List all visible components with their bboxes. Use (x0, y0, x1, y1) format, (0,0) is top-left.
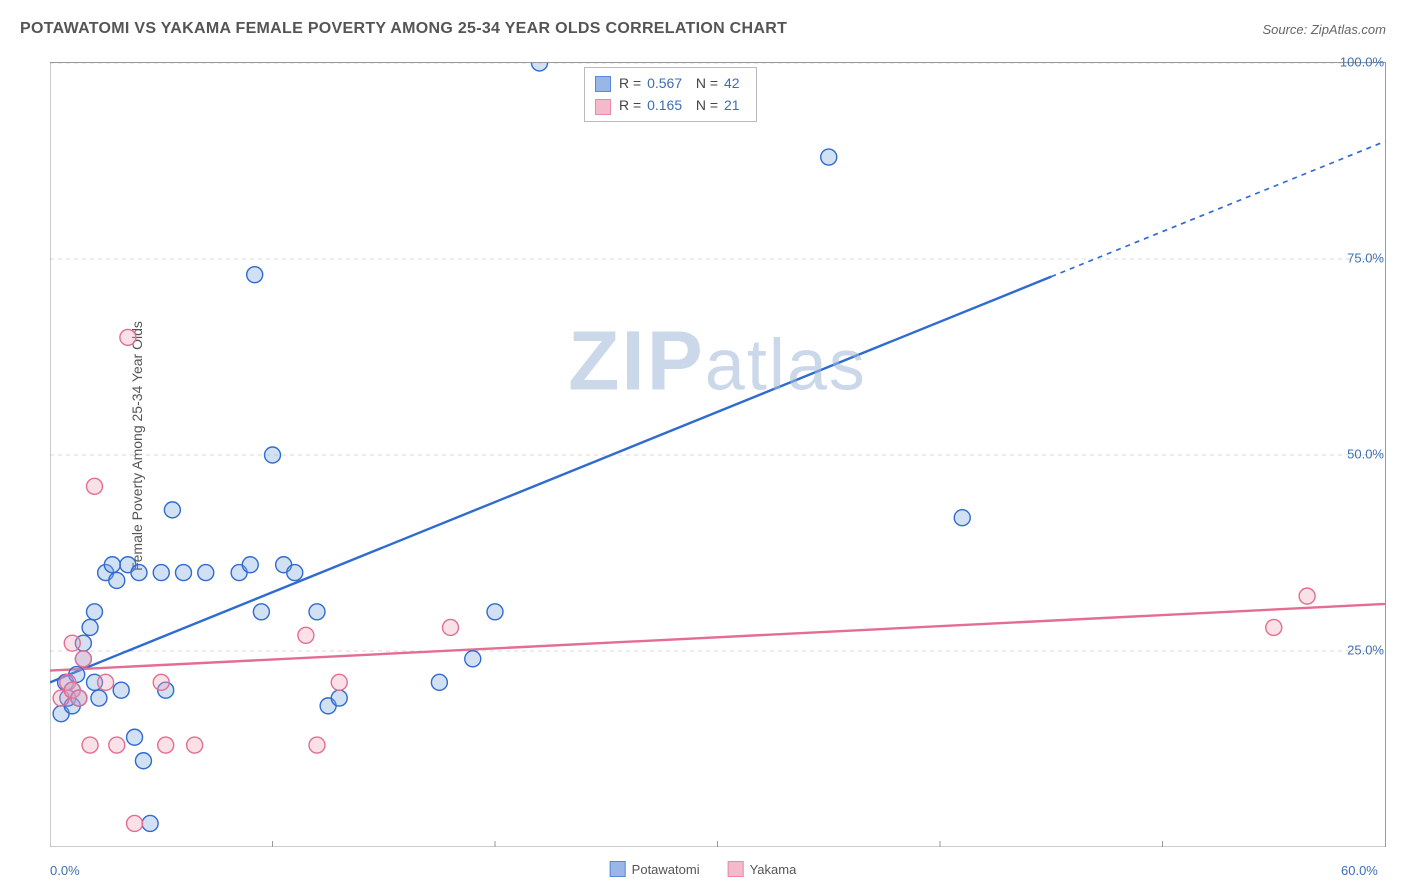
stats-row-yakama: R = 0.165 N = 21 (595, 94, 746, 116)
source-prefix: Source: (1262, 22, 1310, 37)
legend-label: Yakama (750, 862, 797, 877)
series-legend: Potawatomi Yakama (596, 861, 811, 880)
scatter-plot-svg (50, 63, 1385, 847)
y-tick-label: 50.0% (1347, 447, 1384, 462)
legend-swatch-icon (728, 861, 744, 877)
legend-item-potawatomi: Potawatomi (610, 861, 700, 877)
stats-r-label: R = (619, 97, 645, 113)
y-tick-label: 25.0% (1347, 643, 1384, 658)
stats-swatch-icon (595, 76, 611, 92)
chart-plot-area: ZIPatlas R = 0.567 N = 42R = 0.165 N = 2… (50, 62, 1386, 847)
stats-n-value: 21 (724, 97, 740, 113)
legend-label: Potawatomi (632, 862, 700, 877)
stats-r-value: 0.567 (647, 75, 682, 91)
y-axis-ticks: 25.0%50.0%75.0%100.0% (1324, 62, 1384, 847)
x-tick-label: 0.0% (50, 863, 80, 878)
legend-swatch-icon (610, 861, 626, 877)
stats-n-label: N = (696, 97, 722, 113)
stats-row-potawatomi: R = 0.567 N = 42 (595, 72, 746, 94)
stats-n-label: N = (696, 75, 722, 91)
stats-r-value: 0.165 (647, 97, 682, 113)
stats-swatch-icon (595, 99, 611, 115)
stats-n-value: 42 (724, 75, 740, 91)
stats-r-label: R = (619, 75, 645, 91)
legend-item-yakama: Yakama (728, 861, 797, 877)
x-tick-label: 60.0% (1341, 863, 1378, 878)
y-tick-label: 100.0% (1340, 55, 1384, 70)
source-link[interactable]: ZipAtlas.com (1311, 22, 1386, 37)
y-tick-label: 75.0% (1347, 251, 1384, 266)
chart-title: POTAWATOMI VS YAKAMA FEMALE POVERTY AMON… (20, 20, 787, 38)
stats-legend-box: R = 0.567 N = 42R = 0.165 N = 21 (584, 67, 757, 122)
source-attribution: Source: ZipAtlas.com (1262, 22, 1386, 37)
